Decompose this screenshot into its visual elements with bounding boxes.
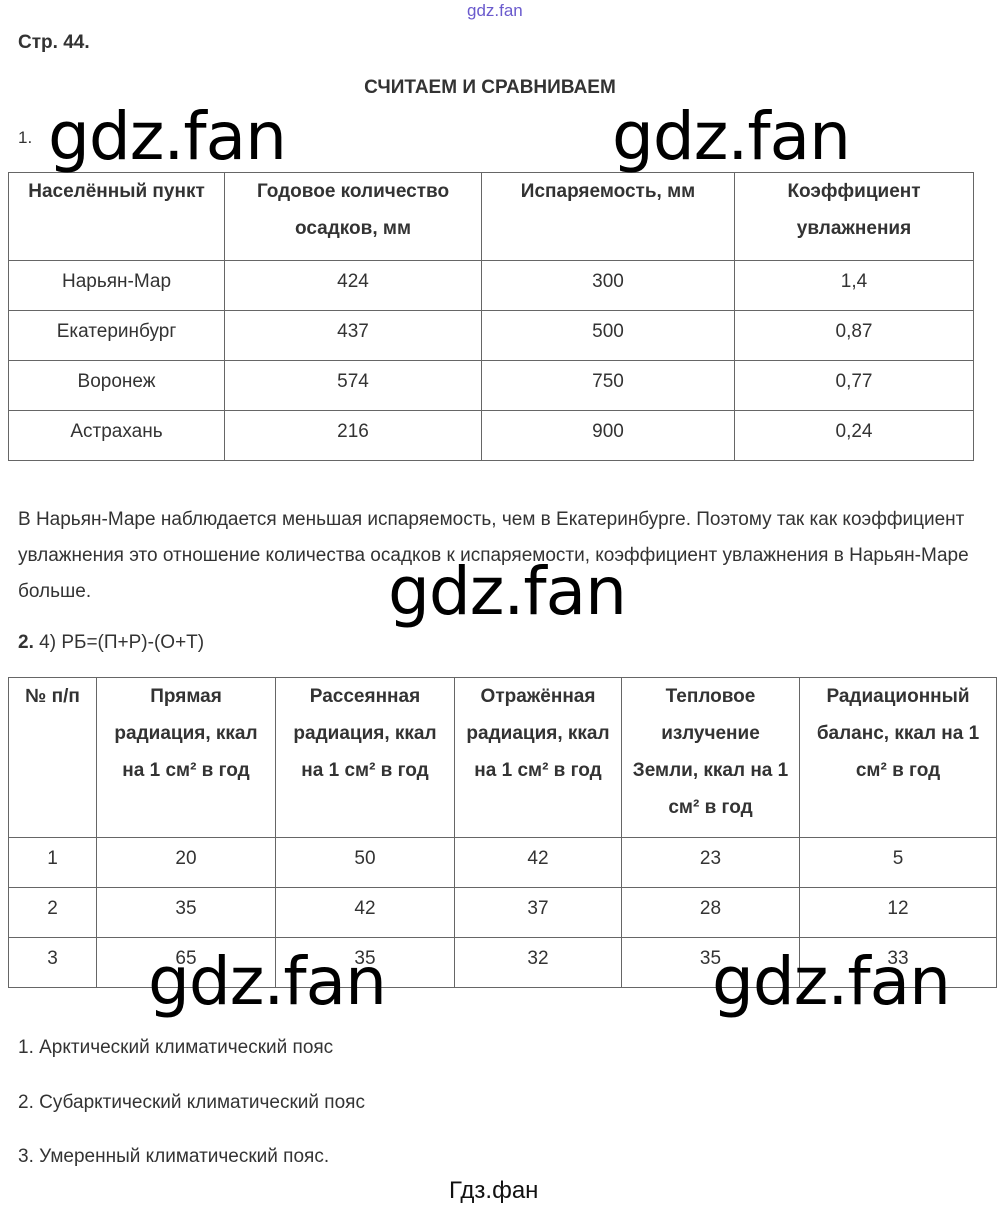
table-cell: 37 (454, 887, 622, 938)
table-cell: 23 (621, 837, 800, 888)
table-header-row: № п/п Прямая радиация, ккал на 1 см² в г… (8, 677, 997, 838)
table-cell: 2 (8, 887, 97, 938)
header-cell: Годовое количество осадков, мм (224, 172, 482, 261)
header-cell: Отражённая радиация, ккал на 1 см² в год (454, 677, 622, 838)
table-cell: 12 (799, 887, 997, 938)
table-cell: 750 (481, 360, 735, 411)
section-title: СЧИТАЕМ И СРАВНИВАЕМ (364, 77, 616, 98)
table-row: 3 65 35 32 35 33 (8, 937, 997, 988)
table-cell: Воронеж (8, 360, 225, 411)
formula: 4) РБ=(П+Р)-(О+Т) (39, 632, 205, 653)
table-header-row: Населённый пункт Годовое количество осад… (8, 172, 974, 261)
table-cell: 33 (799, 937, 997, 988)
answer-3: 3. Умеренный климатический пояс. (18, 1146, 330, 1167)
table-cell: 0,87 (734, 310, 974, 361)
table-cell: Нарьян-Мар (8, 260, 225, 311)
table-cell: 35 (96, 887, 276, 938)
table-cell: 35 (621, 937, 800, 988)
page-label: Стр. 44. (18, 32, 90, 53)
watermark: gdz.fan (612, 98, 851, 175)
table-row: 1 20 50 42 23 5 (8, 837, 997, 888)
task1-explanation: В Нарьян-Маре наблюдается меньшая испаря… (18, 509, 969, 602)
table-cell: 20 (96, 837, 276, 888)
table-cell: Астрахань (8, 410, 225, 461)
answer-1: 1. Арктический климатический пояс (18, 1037, 334, 1058)
table-cell: 42 (275, 887, 455, 938)
header-cell: Радиационный баланс, ккал на 1 см² в год (799, 677, 997, 838)
table-row: Екатеринбург 437 500 0,87 (8, 310, 974, 361)
table-cell: 0,24 (734, 410, 974, 461)
table-cell: 300 (481, 260, 735, 311)
table-cell: 65 (96, 937, 276, 988)
table-cell: 424 (224, 260, 482, 311)
table-cell: 42 (454, 837, 622, 888)
table-cell: 32 (454, 937, 622, 988)
task1-number: 1. (18, 128, 33, 147)
table-row: Астрахань 216 900 0,24 (8, 410, 974, 461)
watermark: gdz.fan (388, 553, 627, 630)
header-cell: Коэффициент увлажнения (734, 172, 974, 261)
header-cell: Тепловое излучение Земли, ккал на 1 см² … (621, 677, 800, 838)
table-cell: 1,4 (734, 260, 974, 311)
table-cell: 1 (8, 837, 97, 888)
table-cell: 437 (224, 310, 482, 361)
table-row: Нарьян-Мар 424 300 1,4 (8, 260, 974, 311)
table-cell: Екатеринбург (8, 310, 225, 361)
table-cell: 0,77 (734, 360, 974, 411)
watermark-top: gdz.fan (467, 1, 523, 20)
header-cell: № п/п (8, 677, 97, 838)
table-cell: 3 (8, 937, 97, 988)
table-cell: 900 (481, 410, 735, 461)
task2-number: 2. (18, 632, 34, 653)
humidity-table: Населённый пункт Годовое количество осад… (8, 172, 974, 461)
header-cell: Испаряемость, мм (481, 172, 735, 261)
table-row: Воронеж 574 750 0,77 (8, 360, 974, 411)
header-cell: Прямая радиация, ккал на 1 см² в год (96, 677, 276, 838)
table-cell: 50 (275, 837, 455, 888)
watermark: gdz.fan (48, 98, 287, 175)
table-cell: 216 (224, 410, 482, 461)
table-cell: 5 (799, 837, 997, 888)
header-cell: Рассеянная радиация, ккал на 1 см² в год (275, 677, 455, 838)
radiation-table: № п/п Прямая радиация, ккал на 1 см² в г… (8, 677, 997, 988)
table-cell: 500 (481, 310, 735, 361)
table-cell: 28 (621, 887, 800, 938)
header-cell: Населённый пункт (8, 172, 225, 261)
table-row: 2 35 42 37 28 12 (8, 887, 997, 938)
table-cell: 574 (224, 360, 482, 411)
watermark: gdz.fan (148, 943, 387, 1020)
footer-watermark: Гдз.фан (449, 1177, 539, 1204)
task2-line: 2. 4) РБ=(П+Р)-(О+Т) (18, 632, 204, 654)
answer-2: 2. Субарктический климатический пояс (18, 1092, 365, 1113)
table-cell: 35 (275, 937, 455, 988)
watermark: gdz.fan (712, 943, 951, 1020)
